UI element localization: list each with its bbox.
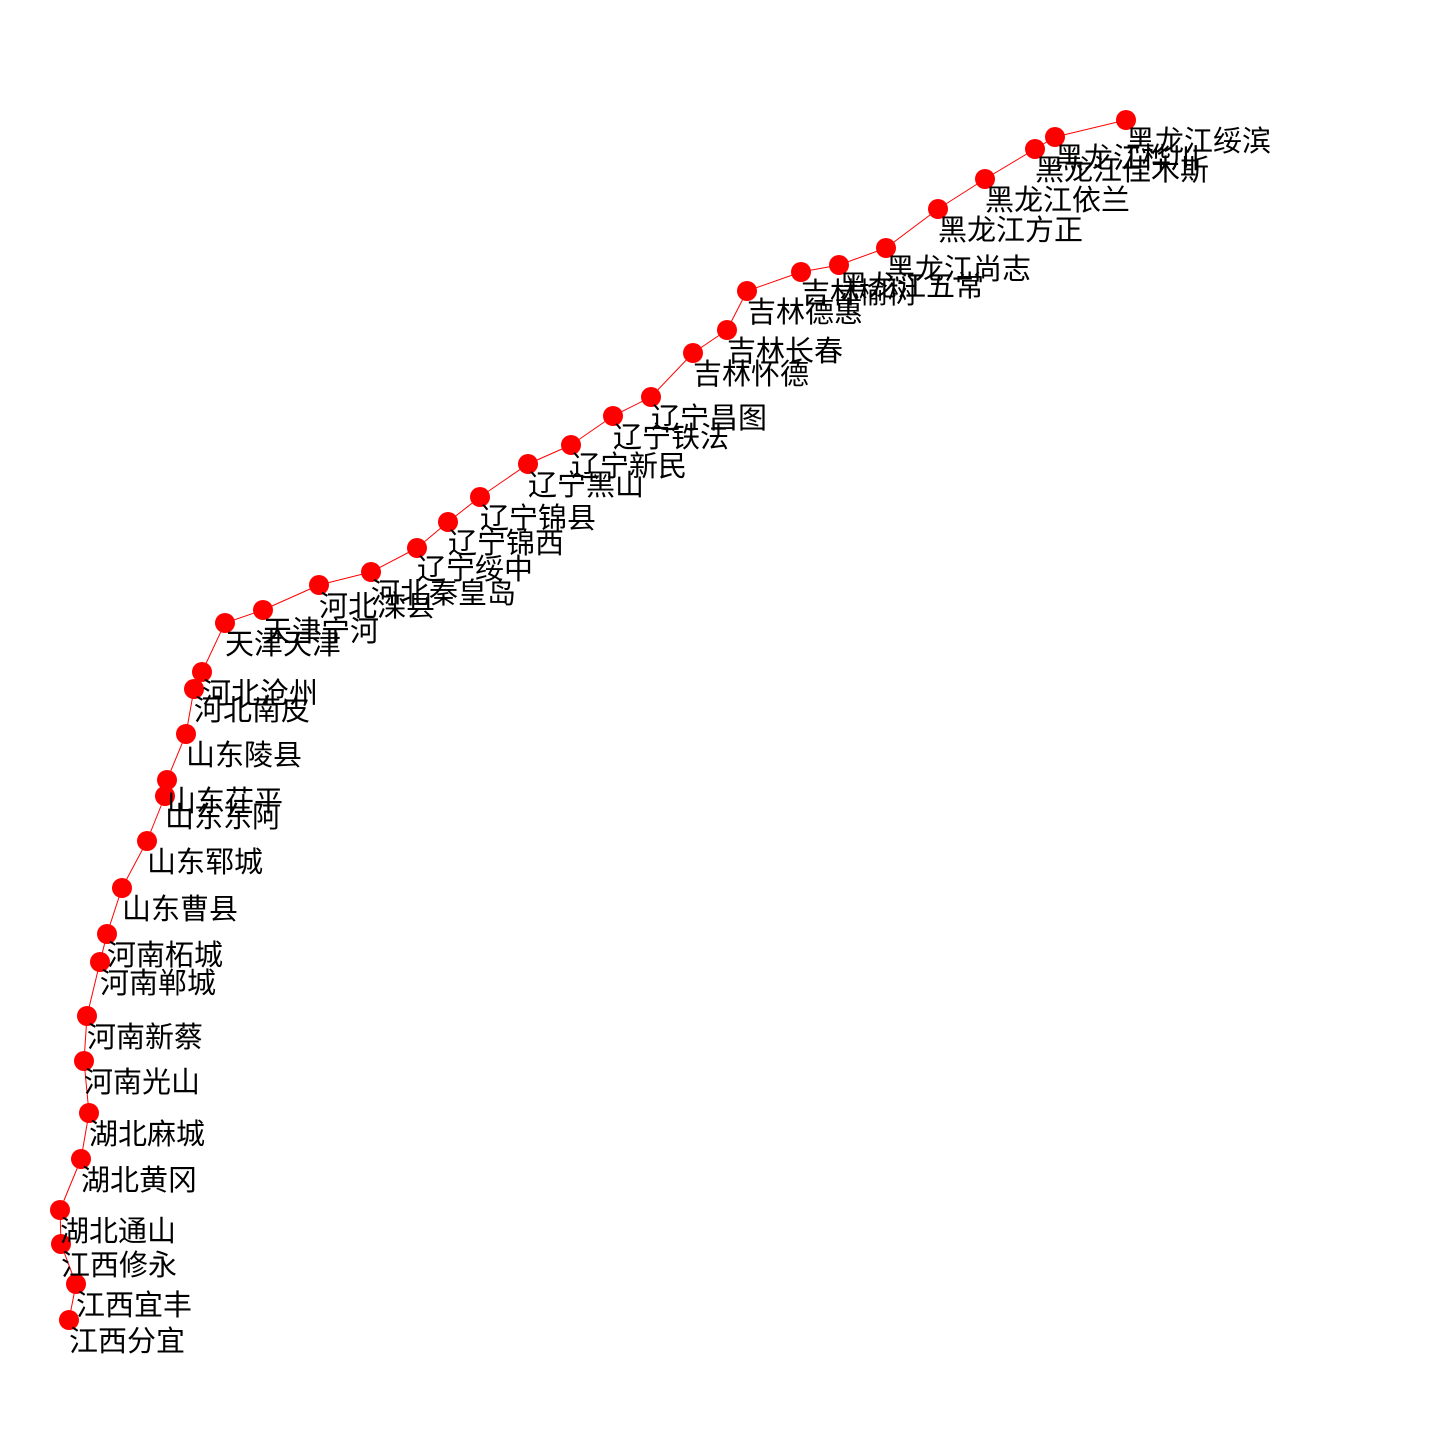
station-label: 山东茌平 [167, 784, 283, 818]
station-node [74, 1051, 94, 1071]
station-node [438, 512, 458, 532]
station-label: 黑龙江依兰 [985, 183, 1130, 217]
station-node [1025, 139, 1045, 159]
station-node [51, 1234, 71, 1254]
route-edge [650, 352, 694, 398]
route-edge [885, 208, 939, 249]
station-label: 天津天津 [225, 627, 341, 661]
station-node [184, 679, 204, 699]
station-node [561, 435, 581, 455]
station-label: 山东郓城 [147, 845, 263, 879]
station-label: 黑龙江五常 [839, 269, 984, 303]
station-node [737, 281, 757, 301]
station-node [59, 1310, 79, 1330]
station-node [829, 255, 849, 275]
station-node [1116, 110, 1136, 130]
station-label: 江西宜丰 [76, 1288, 192, 1322]
station-node [155, 786, 175, 806]
station-label: 吉林怀德 [693, 357, 809, 391]
station-label: 吉林长春 [727, 334, 843, 368]
station-node [77, 1006, 97, 1026]
route-edge [262, 584, 320, 611]
station-label: 黑龙江桦川 [1055, 141, 1200, 175]
station-label: 河南郸城 [100, 966, 216, 1000]
station-label: 江西分宜 [69, 1324, 185, 1358]
route-edge [1054, 119, 1127, 138]
station-label: 辽宁昌图 [651, 401, 767, 435]
station-node [215, 613, 235, 633]
station-label: 河南柘城 [107, 938, 223, 972]
station-node [717, 320, 737, 340]
station-label: 江西修永 [61, 1248, 177, 1282]
station-node [50, 1200, 70, 1220]
station-node [112, 878, 132, 898]
station-label: 黑龙江佳木斯 [1035, 153, 1209, 187]
station-node [192, 662, 212, 682]
station-node [176, 724, 196, 744]
station-label: 辽宁绥中 [417, 552, 533, 586]
label-layer: 黑龙江绥滨黑龙江桦川黑龙江佳木斯黑龙江依兰黑龙江方正黑龙江尚志黑龙江五常吉林榆树… [60, 124, 1271, 1358]
station-node [137, 831, 157, 851]
station-label: 天津宁河 [263, 614, 379, 648]
station-label: 湖北黄冈 [81, 1163, 197, 1197]
station-node [876, 238, 896, 258]
station-label: 辽宁新民 [571, 449, 687, 483]
node-layer [50, 110, 1136, 1330]
station-label: 辽宁黑山 [528, 468, 644, 502]
station-node [407, 538, 427, 558]
station-node [90, 952, 110, 972]
station-node [157, 770, 177, 790]
station-label: 吉林德惠 [747, 295, 863, 329]
station-label: 辽宁铁法 [613, 420, 729, 454]
station-node [1045, 127, 1065, 147]
station-node [361, 562, 381, 582]
station-node [253, 600, 273, 620]
station-node [470, 487, 490, 507]
station-label: 吉林榆树 [801, 276, 917, 310]
station-label: 山东陵县 [186, 738, 302, 772]
station-node [603, 406, 623, 426]
station-label: 山东曹县 [122, 892, 238, 926]
station-label: 河南光山 [84, 1065, 200, 1099]
station-node [79, 1103, 99, 1123]
station-node [975, 169, 995, 189]
station-node [518, 454, 538, 474]
station-node [309, 575, 329, 595]
station-node [791, 262, 811, 282]
station-label: 辽宁锦县 [480, 501, 596, 535]
station-node [928, 199, 948, 219]
station-label: 黑龙江尚志 [886, 252, 1031, 286]
station-label: 湖北通山 [60, 1214, 176, 1248]
station-label: 河北南皮 [194, 693, 310, 727]
station-node [641, 387, 661, 407]
station-node [66, 1274, 86, 1294]
station-label: 河北沧州 [202, 676, 318, 710]
station-label: 河北秦皇岛 [371, 576, 516, 610]
station-label: 河北滦县 [319, 589, 435, 623]
station-label: 黑龙江绥滨 [1126, 124, 1271, 158]
station-node [97, 924, 117, 944]
station-label: 湖北麻城 [89, 1117, 205, 1151]
station-label: 河南新蔡 [87, 1020, 203, 1054]
station-label: 辽宁锦西 [448, 526, 564, 560]
station-label: 山东东阿 [165, 800, 281, 834]
station-node [683, 343, 703, 363]
station-label: 黑龙江方正 [938, 213, 1083, 247]
station-node [71, 1149, 91, 1169]
